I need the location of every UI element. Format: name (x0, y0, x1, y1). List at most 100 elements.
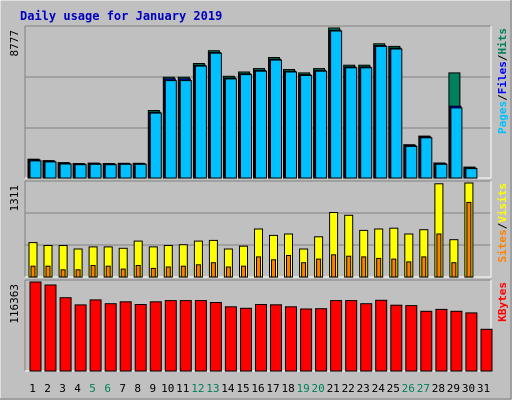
x-tick-label: 3 (59, 382, 66, 395)
middle-bar-sites (210, 262, 216, 278)
x-tick-label: 9 (149, 382, 156, 395)
middle-bar-sites (271, 259, 276, 278)
bottom-bar-kbytes (285, 306, 297, 372)
x-tick-label: 5 (89, 382, 96, 395)
bottom-panel: 116363 KBytes (8, 279, 509, 372)
middle-bar-sites (75, 269, 81, 278)
x-tick-label: 12 (191, 382, 204, 395)
middle-legend: Sites/Visits (496, 183, 509, 263)
middle-bar-sites (225, 266, 231, 278)
top-bar-pages (119, 163, 132, 179)
bottom-bar-kbytes (255, 304, 267, 372)
bottom-bar-kbytes (104, 303, 117, 372)
bottom-legend-text: KBytes (496, 282, 509, 322)
legend-kbytes: KBytes (496, 282, 509, 322)
bottom-bar-kbytes (465, 312, 478, 372)
middle-bar-sites (406, 261, 412, 278)
x-tick-label: 6 (104, 382, 111, 395)
top-bar-pages (435, 163, 448, 179)
middle-max-label: 1311 (8, 185, 21, 212)
bottom-bar-kbytes (315, 308, 328, 372)
x-tick-label: 7 (119, 382, 126, 395)
legend-pages: Pages (496, 101, 509, 134)
bottom-bar-kbytes (270, 304, 282, 372)
bottom-bar-kbytes (480, 328, 493, 372)
x-tick-label: 19 (296, 382, 309, 395)
top-bar-pages (89, 163, 102, 179)
top-bar-pages (134, 163, 147, 179)
middle-bar-sites (120, 268, 126, 278)
bottom-bar-kbytes (375, 299, 388, 372)
middle-bar-sites (451, 262, 457, 278)
top-legend: Pages/Files/Hits (496, 28, 509, 134)
top-bar-pages (330, 30, 343, 179)
bottom-bar-kbytes (119, 301, 132, 372)
top-legend-text: Pages/Files/Hits (496, 28, 509, 134)
chart-title: Daily usage for January 2019 (20, 9, 222, 23)
bottom-bar-kbytes (89, 299, 102, 372)
x-tick-label: 11 (176, 382, 189, 395)
bottom-bar-kbytes (300, 308, 313, 372)
x-tick-label: 22 (342, 382, 355, 395)
bottom-bar-kbytes (194, 300, 207, 372)
x-tick-label: 30 (462, 382, 475, 395)
top-bar-pages (29, 160, 42, 179)
legend-sites: Sites (496, 229, 509, 262)
middle-bar-sites (60, 269, 66, 278)
top-bar-pages (390, 48, 403, 179)
x-tick-label: 29 (447, 382, 460, 395)
legend-separator: / (496, 94, 509, 101)
bottom-bar-kbytes (164, 300, 177, 372)
top-bar-pages (104, 164, 117, 179)
top-bar-pages (59, 163, 72, 179)
top-bar-pages (44, 161, 57, 179)
middle-bar-sites (195, 264, 201, 278)
x-tick-label: 18 (281, 382, 294, 395)
bottom-max-label: 116363 (8, 284, 21, 324)
bottom-bar-kbytes (405, 305, 418, 372)
top-bar-pages (149, 112, 162, 179)
x-tick-label: 24 (372, 382, 386, 395)
bottom-bar-kbytes (209, 302, 222, 372)
bottom-bar-kbytes (74, 304, 87, 372)
x-tick-label: 14 (221, 382, 235, 395)
bottom-bar-kbytes (330, 300, 343, 372)
top-bar-pages (270, 59, 282, 179)
middle-bar-sites (286, 255, 291, 278)
x-tick-label: 23 (357, 382, 370, 395)
top-bar-pages (300, 75, 313, 179)
bottom-bar-kbytes (179, 300, 192, 372)
middle-bar-sites (331, 254, 337, 278)
middle-bar-sites (105, 265, 111, 278)
bottom-bar-kbytes (360, 303, 373, 372)
middle-bar-sites (165, 266, 171, 278)
middle-bar-sites (376, 257, 382, 278)
middle-bar-sites (45, 265, 51, 278)
top-bar-pages (255, 70, 267, 179)
x-tick-label: 15 (236, 382, 249, 395)
x-tick-label: 8 (134, 382, 141, 395)
top-bar-pages (224, 78, 237, 179)
middle-bar-sites (316, 258, 322, 278)
middle-bar-sites (346, 255, 352, 278)
top-bar-pages (405, 145, 418, 179)
top-bar-pages (345, 67, 358, 179)
middle-bar-sites (180, 265, 186, 278)
middle-bar-sites (391, 258, 397, 278)
bottom-bar-kbytes (435, 308, 448, 372)
middle-bar-sites (361, 256, 367, 278)
x-tick-label: 28 (432, 382, 445, 395)
middle-bar-sites (150, 267, 156, 278)
x-tick-label: 16 (251, 382, 264, 395)
x-tick-label: 13 (206, 382, 219, 395)
top-bar-pages (450, 107, 463, 179)
x-tick-label: 17 (266, 382, 279, 395)
middle-bar-sites (90, 265, 96, 278)
bottom-bar-kbytes (450, 310, 463, 372)
x-tick-label: 4 (74, 382, 81, 395)
bottom-bar-kbytes (240, 307, 252, 372)
bottom-bar-kbytes (345, 300, 358, 372)
